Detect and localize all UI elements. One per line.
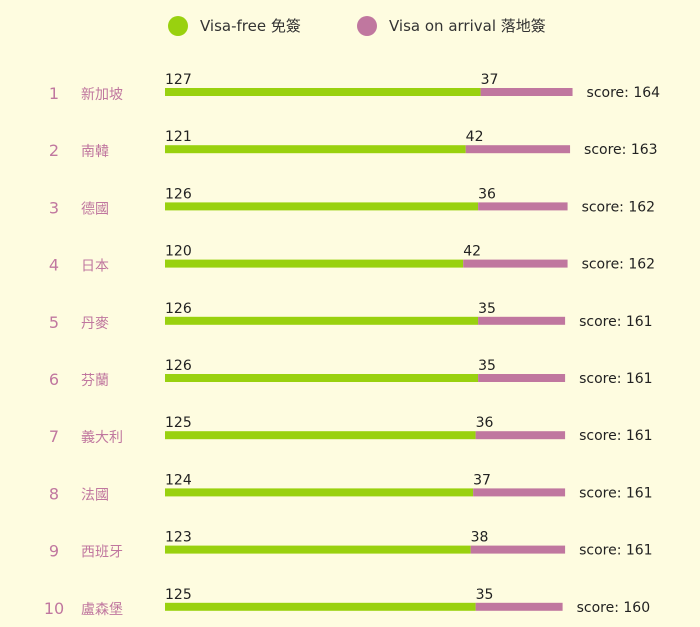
rank-label: 4 bbox=[49, 256, 59, 275]
chart-row: 4 日本 120 42 score: 162 bbox=[49, 244, 655, 275]
score-label: score: 160 bbox=[577, 600, 651, 616]
visa-on-arrival-bar bbox=[470, 545, 566, 554]
visa-free-value-label: 123 bbox=[165, 530, 192, 546]
score-label: score: 162 bbox=[582, 199, 656, 215]
visa-on-arrival-value-label: 36 bbox=[476, 415, 494, 431]
visa-free-bar bbox=[165, 202, 479, 211]
chart-row: 6 芬蘭 126 35 score: 161 bbox=[49, 358, 653, 389]
legend-item-visa-free: Visa-free 免簽 bbox=[168, 16, 301, 36]
score-label: score: 161 bbox=[579, 485, 653, 501]
country-label: 芬蘭 bbox=[81, 373, 109, 389]
visa-on-arrival-value-label: 38 bbox=[471, 530, 489, 546]
score-label: score: 164 bbox=[587, 85, 661, 101]
rank-label: 6 bbox=[49, 370, 59, 389]
legend: Visa-free 免簽 Visa on arrival 落地簽 bbox=[168, 16, 546, 36]
chart-row: 9 西班牙 123 38 score: 161 bbox=[49, 530, 653, 561]
visa-free-bar bbox=[165, 602, 476, 611]
legend-item-visa-on-arrival: Visa on arrival 落地簽 bbox=[357, 16, 546, 36]
visa-on-arrival-value-label: 36 bbox=[478, 186, 496, 202]
country-label: 新加坡 bbox=[81, 87, 123, 103]
chart-rows: 1 新加坡 127 37 score: 164 2 南韓 121 42 score: 163 3 德國… bbox=[44, 72, 660, 618]
rank-label: 1 bbox=[49, 84, 59, 103]
visa-on-arrival-bar bbox=[475, 602, 563, 611]
country-label: 日本 bbox=[81, 259, 109, 275]
visa-free-value-label: 120 bbox=[165, 244, 192, 260]
chart-row: 5 丹麥 126 35 score: 161 bbox=[49, 301, 653, 332]
legend-label-visa-free: Visa-free 免簽 bbox=[200, 17, 301, 35]
visa-on-arrival-bar bbox=[480, 88, 573, 96]
visa-on-arrival-bar bbox=[463, 259, 568, 268]
visa-on-arrival-bar bbox=[465, 145, 571, 154]
chart-row: 10 盧森堡 125 35 score: 160 bbox=[44, 587, 650, 618]
country-label: 盧森堡 bbox=[81, 602, 123, 618]
legend-label-visa-on-arrival: Visa on arrival 落地簽 bbox=[389, 17, 546, 35]
rank-label: 10 bbox=[44, 599, 64, 618]
visa-free-bar bbox=[165, 145, 466, 154]
chart-row: 2 南韓 121 42 score: 163 bbox=[49, 129, 658, 160]
visa-free-value-label: 126 bbox=[165, 358, 192, 374]
visa-free-bar bbox=[165, 259, 464, 268]
rank-label: 7 bbox=[49, 427, 59, 446]
rank-label: 3 bbox=[49, 198, 59, 217]
score-label: score: 161 bbox=[579, 371, 653, 387]
visa-free-value-label: 126 bbox=[165, 186, 192, 202]
visa-free-bar bbox=[165, 431, 476, 440]
rank-label: 9 bbox=[49, 542, 59, 561]
visa-on-arrival-bar bbox=[478, 316, 566, 325]
score-label: score: 161 bbox=[579, 314, 653, 330]
country-label: 丹麥 bbox=[81, 316, 109, 332]
legend-swatch-visa-on-arrival bbox=[357, 16, 377, 36]
visa-free-bar bbox=[165, 316, 479, 325]
visa-free-bar bbox=[165, 545, 471, 554]
visa-free-bar bbox=[165, 88, 481, 96]
visa-free-value-label: 121 bbox=[165, 129, 192, 145]
rank-label: 5 bbox=[49, 313, 59, 332]
visa-free-value-label: 125 bbox=[165, 415, 192, 431]
country-label: 德國 bbox=[81, 201, 109, 217]
country-label: 南韓 bbox=[81, 144, 109, 160]
visa-on-arrival-bar bbox=[478, 374, 566, 382]
score-label: score: 162 bbox=[582, 257, 656, 273]
chart-row: 7 義大利 125 36 score: 161 bbox=[49, 415, 653, 446]
visa-on-arrival-value-label: 35 bbox=[476, 587, 494, 603]
score-label: score: 161 bbox=[579, 428, 653, 444]
visa-free-value-label: 126 bbox=[165, 301, 192, 317]
legend-swatch-visa-free bbox=[168, 16, 188, 36]
visa-on-arrival-value-label: 37 bbox=[473, 472, 491, 488]
visa-on-arrival-value-label: 42 bbox=[466, 129, 484, 145]
visa-on-arrival-value-label: 42 bbox=[463, 244, 481, 260]
score-label: score: 161 bbox=[579, 543, 653, 559]
visa-on-arrival-bar bbox=[478, 202, 568, 211]
chart-row: 3 德國 126 36 score: 162 bbox=[49, 186, 655, 217]
visa-free-bar bbox=[165, 488, 474, 497]
chart-row: 8 法國 124 37 score: 161 bbox=[49, 472, 653, 503]
country-label: 西班牙 bbox=[81, 545, 123, 561]
rank-label: 2 bbox=[49, 141, 59, 160]
country-label: 義大利 bbox=[81, 429, 123, 446]
visa-on-arrival-bar bbox=[475, 431, 566, 440]
country-label: 法國 bbox=[81, 487, 109, 503]
rank-label: 8 bbox=[49, 484, 59, 503]
visa-on-arrival-value-label: 37 bbox=[481, 72, 499, 88]
visa-free-bar bbox=[165, 374, 479, 382]
chart-row: 1 新加坡 127 37 score: 164 bbox=[49, 72, 660, 103]
visa-on-arrival-value-label: 35 bbox=[478, 358, 496, 374]
visa-on-arrival-bar bbox=[473, 488, 566, 497]
visa-on-arrival-value-label: 35 bbox=[478, 301, 496, 317]
visa-free-value-label: 127 bbox=[165, 72, 192, 88]
score-label: score: 163 bbox=[584, 142, 658, 158]
visa-free-value-label: 124 bbox=[165, 472, 192, 488]
visa-free-value-label: 125 bbox=[165, 587, 192, 603]
